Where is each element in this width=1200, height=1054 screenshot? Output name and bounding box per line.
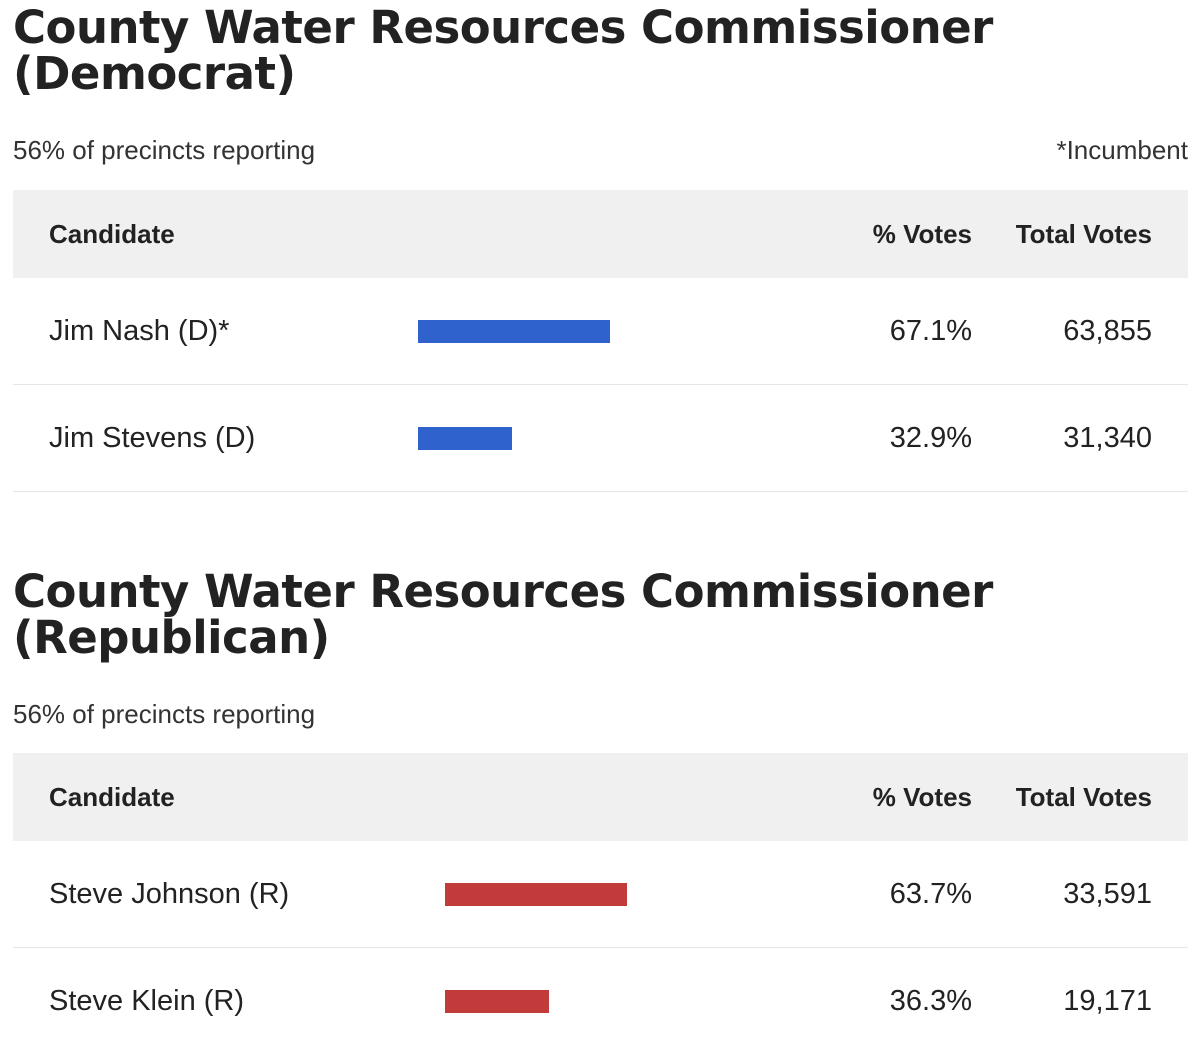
vote-share-bar [445,990,549,1013]
candidate-name: Steve Klein (R) [49,985,245,1017]
header-candidate: Candidate [49,782,175,812]
race-title: County Water Resources Commissioner (Dem… [13,5,1188,97]
race-title-line1: County Water Resources Commissioner [13,565,993,618]
race-title-line1: County Water Resources Commissioner [13,1,993,54]
candidate-name: Jim Stevens (D) [49,422,256,454]
vote-share-bar [445,883,627,906]
race-republican: County Water Resources Commissioner (Rep… [13,569,1188,1017]
precincts-reporting: 56% of precincts reporting [13,699,316,729]
candidate-total-votes: 19,171 [1063,985,1152,1017]
table-header: Candidate % Votes Total Votes [13,753,1188,841]
table-header: Candidate % Votes Total Votes [13,190,1188,278]
race-title-line2: (Republican) [13,611,330,664]
vote-share-bar [418,320,610,343]
header-candidate: Candidate [49,219,175,249]
vote-share-bar [418,427,512,450]
table-row: Steve Johnson (R) 63.7% 33,591 [13,841,1188,948]
candidate-pct-votes: 63.7% [889,878,972,910]
candidate-total-votes: 63,855 [1063,315,1152,347]
candidate-total-votes: 31,340 [1063,422,1152,454]
header-pct-votes: % Votes [872,782,972,812]
header-total-votes: Total Votes [1015,219,1152,249]
header-pct-votes: % Votes [872,219,972,249]
candidate-name: Steve Johnson (R) [49,878,290,910]
header-total-votes: Total Votes [1015,782,1152,812]
incumbent-note: *Incumbent [1056,135,1188,165]
race-democrat: County Water Resources Commissioner (Dem… [13,5,1188,492]
candidate-pct-votes: 67.1% [889,315,972,347]
candidate-pct-votes: 32.9% [889,422,972,454]
candidate-name: Jim Nash (D)* [49,315,230,347]
table-row: Steve Klein (R) 36.3% 19,171 [13,948,1188,1054]
candidate-total-votes: 33,591 [1063,878,1152,910]
race-title: County Water Resources Commissioner (Rep… [13,569,1188,661]
results-table: Candidate % Votes Total Votes Steve John… [13,753,1188,1054]
results-table: Candidate % Votes Total Votes Jim Nash (… [13,190,1188,492]
candidate-pct-votes: 36.3% [889,985,972,1017]
table-row: Jim Nash (D)* 67.1% 63,855 [13,278,1188,385]
race-title-line2: (Democrat) [13,47,296,100]
table-row: Jim Stevens (D) 32.9% 31,340 [13,385,1188,492]
precincts-reporting: 56% of precincts reporting [13,135,316,165]
